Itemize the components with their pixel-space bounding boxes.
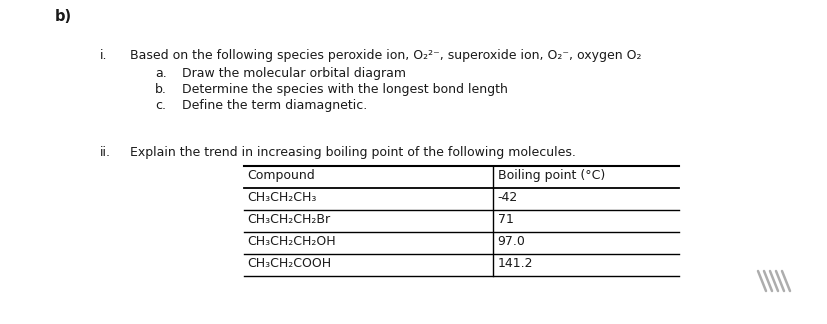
Text: c.: c. [155, 99, 165, 112]
Text: Draw the molecular orbital diagram: Draw the molecular orbital diagram [182, 67, 405, 80]
Text: CH₃CH₂COOH: CH₃CH₂COOH [247, 257, 331, 270]
Text: CH₃CH₂CH₂OH: CH₃CH₂CH₂OH [247, 235, 336, 248]
Text: Define the term diamagnetic.: Define the term diamagnetic. [182, 99, 367, 112]
Text: 97.0: 97.0 [497, 235, 525, 248]
Text: -42: -42 [497, 191, 517, 204]
Text: 71: 71 [497, 213, 513, 226]
Text: b): b) [55, 9, 72, 24]
Text: Compound: Compound [247, 169, 314, 182]
Text: CH₃CH₂CH₂Br: CH₃CH₂CH₂Br [247, 213, 330, 226]
Text: ii.: ii. [100, 146, 111, 159]
Text: b.: b. [155, 83, 167, 96]
Text: a.: a. [155, 67, 166, 80]
Text: Boiling point (°C): Boiling point (°C) [497, 169, 605, 182]
Text: i.: i. [100, 49, 108, 62]
Text: Explain the trend in increasing boiling point of the following molecules.: Explain the trend in increasing boiling … [130, 146, 576, 159]
Text: 141.2: 141.2 [497, 257, 533, 270]
Text: CH₃CH₂CH₃: CH₃CH₂CH₃ [247, 191, 316, 204]
Text: Determine the species with the longest bond length: Determine the species with the longest b… [182, 83, 507, 96]
Text: Based on the following species peroxide ion, O₂²⁻, superoxide ion, O₂⁻, oxygen O: Based on the following species peroxide … [130, 49, 641, 62]
